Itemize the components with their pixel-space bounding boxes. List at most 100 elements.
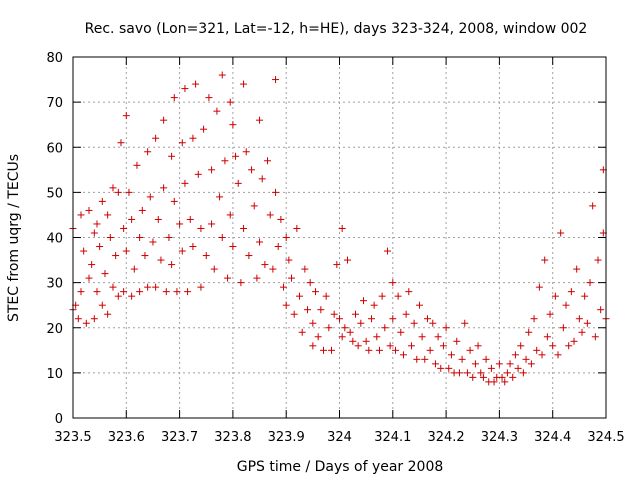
data-point [434, 333, 442, 341]
grid-lines [73, 57, 606, 418]
data-point [168, 152, 176, 160]
y-tick-label: 20 [46, 322, 63, 337]
data-point [389, 315, 397, 323]
data-point [133, 161, 141, 169]
data-point [160, 116, 168, 124]
data-point [178, 139, 186, 147]
data-point [125, 188, 133, 196]
data-point [154, 215, 162, 223]
data-point [213, 107, 221, 115]
data-point [479, 373, 487, 381]
data-point [407, 342, 415, 350]
data-point [495, 360, 503, 368]
data-point [458, 355, 466, 363]
data-point [431, 360, 439, 368]
data-point [365, 346, 373, 354]
data-point [314, 333, 322, 341]
data-point [549, 342, 557, 350]
data-point [101, 270, 109, 278]
data-point [511, 351, 519, 359]
data-point [128, 292, 136, 300]
data-point [293, 224, 301, 232]
y-tick-label: 60 [46, 141, 63, 156]
data-point [74, 315, 82, 323]
data-point [557, 229, 565, 237]
data-point [82, 319, 90, 327]
data-point [530, 315, 538, 323]
data-point [394, 292, 402, 300]
data-point [357, 319, 365, 327]
data-point [423, 315, 431, 323]
data-point [152, 134, 160, 142]
data-point [109, 283, 117, 291]
data-point [141, 252, 149, 260]
data-point [346, 328, 354, 336]
y-tick-label: 40 [46, 232, 63, 247]
data-point [157, 256, 165, 264]
data-point [181, 179, 189, 187]
data-point [197, 224, 205, 232]
chart-title: Rec. savo (Lon=321, Lat=-12, h=HE), days… [85, 21, 588, 37]
data-point [519, 369, 527, 377]
data-point [437, 364, 445, 372]
data-point [130, 265, 138, 273]
data-point [453, 337, 461, 345]
data-point [330, 310, 338, 318]
data-point [248, 166, 256, 174]
data-point [253, 274, 261, 282]
data-point [383, 247, 391, 255]
data-point [522, 355, 530, 363]
data-point [370, 301, 378, 309]
data-point [498, 373, 506, 381]
data-point [106, 234, 114, 241]
data-point [138, 206, 146, 214]
data-point [266, 211, 274, 219]
data-point [112, 252, 120, 260]
data-point [298, 328, 306, 336]
data-point [122, 112, 130, 120]
data-point [232, 152, 240, 160]
data-point [541, 256, 549, 264]
data-point [186, 215, 194, 223]
data-point [296, 292, 304, 300]
data-point [333, 261, 341, 269]
data-point [551, 292, 559, 300]
data-point [338, 333, 346, 341]
y-tick-label: 0 [55, 412, 63, 427]
data-point [229, 121, 237, 129]
data-point [218, 234, 226, 241]
data-point [429, 319, 437, 327]
data-point [197, 283, 205, 291]
data-point [202, 252, 210, 260]
data-point [261, 261, 269, 269]
data-point [117, 139, 125, 147]
data-point [591, 333, 599, 341]
x-tick-label: 324.2 [427, 430, 464, 445]
data-point [85, 206, 93, 214]
x-tick-label: 323.7 [161, 430, 198, 445]
data-point [503, 369, 511, 377]
data-point [586, 279, 594, 287]
data-point [514, 364, 522, 372]
data-point [136, 288, 144, 296]
data-point [290, 310, 298, 318]
data-point [285, 256, 293, 264]
data-point [120, 224, 128, 232]
data-point [88, 261, 96, 269]
data-point [517, 342, 525, 350]
data-point [160, 184, 168, 192]
data-point [269, 265, 277, 273]
data-point [256, 238, 264, 246]
data-point [98, 301, 106, 309]
data-point [210, 265, 218, 273]
data-point [149, 238, 157, 246]
data-point [525, 328, 533, 336]
data-point [378, 292, 386, 300]
data-point [277, 215, 285, 223]
data-point [144, 283, 152, 291]
data-point [128, 215, 136, 223]
data-point [418, 333, 426, 341]
data-point [136, 234, 144, 241]
data-point [343, 256, 351, 264]
data-point [245, 252, 253, 260]
